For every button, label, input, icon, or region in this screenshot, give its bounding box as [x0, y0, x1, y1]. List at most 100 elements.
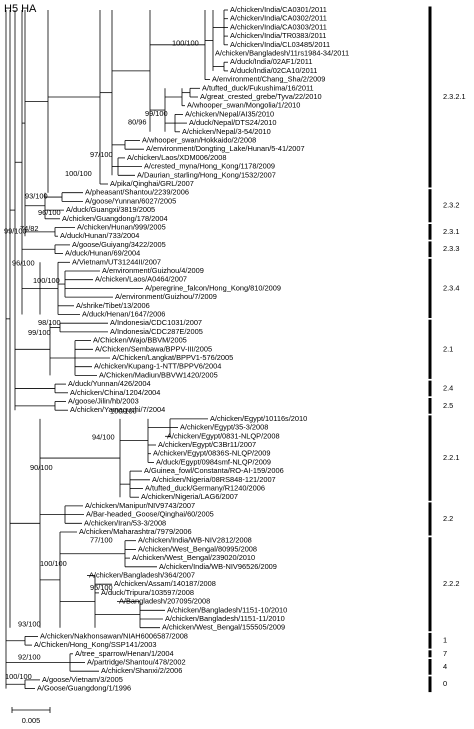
leaf-label: A/chicken/Bangladesh/1151-11/2010 [165, 614, 285, 623]
leaf-label: A/chicken/West_Bengal/80995/2008 [138, 544, 257, 553]
leaf-label: A/Indonesia/CDC287E/2005 [110, 327, 203, 336]
leaf-label: A/Daurian_starling/Hong_Kong/1532/2007 [137, 170, 276, 179]
leaf-label: A/chicken/Egypt/0836S-NLQP/2009 [153, 449, 271, 458]
bootstrap-label: 98/100 [38, 318, 61, 327]
bootstrap-label: 99/100 [145, 109, 168, 118]
leaf-label: A/chicken/India/CA0302/2011 [230, 14, 327, 23]
leaf-label: A/duck/Guangxi/3819/2005 [66, 205, 155, 214]
leaf-label: A/environment/Chang_Sha/2/2009 [212, 75, 325, 84]
clade-label: 2.3.2.1 [443, 92, 466, 101]
leaf-label: A/Chicken/Wajo/BBVM/2005 [93, 336, 187, 345]
clade-label: 2.3.2 [443, 201, 459, 210]
bootstrap-label: 93/100 [25, 192, 48, 201]
leaf-label: A/chicken/Egypt/C3Br11/2007 [158, 440, 256, 449]
leaf-label: A/chicken/Nigeria/LAG6/2007 [141, 492, 238, 501]
leaf-label: A/goose/Vietnam/3/2005 [42, 675, 123, 684]
leaf-label: A/chicken/Bangladesh/364/2007 [89, 570, 195, 579]
leaf-label: A/chicken/India/TR0383/2011 [230, 31, 326, 40]
leaf-label: A/Bangladesh/207095/2008 [119, 597, 210, 606]
clade-label: 2.5 [443, 401, 453, 410]
bootstrap-label: 97/100 [90, 150, 113, 159]
bootstrap-label: 92/100 [18, 653, 41, 662]
leaf-label: A/Chicken/Hong_Kong/SSP141/2003 [34, 640, 156, 649]
leaf-label: A/chicken/Assam/140187/2008 [114, 579, 216, 588]
leaf-label: A/chicken/Maharashtra/7979/2006 [79, 527, 192, 536]
clade-label: 2.2.2 [443, 579, 459, 588]
clade-label: 2.4 [443, 383, 453, 392]
clade-label: 4 [443, 662, 447, 671]
bootstrap-label: 93/100 [18, 620, 41, 629]
leaf-label: A/chicken/Egypt/10116s/2010 [210, 414, 307, 423]
leaf-label: A/chicken/Nigeria/08RS848-121/2007 [152, 475, 276, 484]
leaf-label: A/chicken/Shanxi/2/2006 [101, 666, 182, 675]
leaf-label: A/duck/India/02CA10/2011 [230, 66, 317, 75]
leaf-label: A/chicken/Guangdong/178/2004 [62, 214, 168, 223]
leaf-label: A/environment/Guizhou/7/2009 [115, 292, 217, 301]
bootstrap-label: 74/82 [20, 224, 39, 233]
clade-label: 2.3.1 [443, 227, 459, 236]
bootstrap-label: 100/100 [5, 672, 32, 681]
clade-label: 1 [443, 636, 447, 645]
clade-label: 2.1 [443, 344, 453, 353]
leaf-label: A/environment/Dongting_Lake/Hunan/5-41/2… [146, 144, 305, 153]
leaf-label: A/chicken/Laos/A0464/2007 [95, 275, 187, 284]
leaf-label: A/chicken/Yamaguchi/7/2004 [70, 405, 165, 414]
leaf-label: A/goose/Jilin/hb/2003 [68, 396, 139, 405]
leaf-label: A/Chicken/Sembawa/BPPV-III/2005 [95, 344, 212, 353]
branches [5, 9, 228, 689]
leaf-label: A/chicken/India/WB-NIV96526/2009 [159, 562, 277, 571]
leaf-label: A/Chicken/Madiun/BBVW1420/2005 [99, 370, 218, 379]
clade-label: 2.2 [443, 514, 453, 523]
leaf-label: A/tree_sparrow/Henan/1/2004 [75, 649, 174, 658]
bootstrap-label: 96/100 [12, 259, 35, 268]
bootstrap-label: 100/100 [172, 38, 199, 47]
leaf-label: A/whooper_swan/Hokkaido/2/2008 [142, 135, 256, 144]
bootstrap-label: 99/100 [28, 328, 51, 337]
leaf-label: A/chicken/West_Bengal/155505/2009 [162, 623, 285, 632]
leaf-label: A/duck/Henan/1647/2006 [82, 309, 165, 318]
clade-label: 7 [443, 649, 447, 658]
leaf-label: A/shrike/Tibet/13/2006 [76, 301, 150, 310]
clade-label: 2.3.4 [443, 283, 459, 292]
leaf-label: A/peregrine_falcon/Hong_Kong/810/2009 [145, 283, 281, 292]
leaf-label: A/chicken/Nepal/3-54/2010 [182, 127, 271, 136]
leaf-label: A/duck/Hunan/69/2004 [65, 249, 140, 258]
bootstrap-label: 100/100 [40, 559, 67, 568]
leaf-label: A/chicken/India/CA0301/2011 [230, 5, 327, 14]
leaf-label: A/chicken/India/CL03485/2011 [230, 40, 330, 49]
leaf-label: A/goose/Guiyang/3422/2005 [72, 240, 166, 249]
leaf-label: A/tufted_duck/Fukushima/16/2011 [202, 83, 314, 92]
leaf-label: A/duck/Nepal/DTS24/2010 [189, 118, 277, 127]
leaf-label: A/duck/Hunan/733/2004 [60, 231, 139, 240]
leaf-label: A/chicken/Iran/53-3/2008 [84, 518, 166, 527]
leaf-label: A/chicken/India/CA0303/2011 [230, 22, 327, 31]
leaf-label: A/great_crested_grebe/Tyva/22/2010 [200, 92, 322, 101]
clade-label: 2.2.1 [443, 453, 459, 462]
leaf-label: A/environment/Guizhou/4/2009 [102, 266, 204, 275]
leaf-label: A/Guinea_fowl/Constanta/RO-AI-159/2006 [144, 466, 284, 475]
bootstrap-label: 80/96 [128, 118, 147, 127]
leaf-label: A/partridge/Shantou/478/2002 [87, 657, 186, 666]
leaf-label: A/chicken/Manipur/NIV9743/2007 [85, 501, 195, 510]
bootstrap-label: 96/100 [38, 208, 61, 217]
leaf-label: A/goose/Yunnan/6027/2005 [85, 196, 176, 205]
bootstrap-label: 100/100 [110, 407, 137, 416]
bootstrap-label: 100/100 [65, 169, 92, 178]
bootstrap-label: 90/100 [30, 463, 53, 472]
bootstrap-label: 94/100 [92, 433, 115, 442]
leaf-label: A/Indonesia/CDC1031/2007 [110, 318, 202, 327]
bootstrap-label: 99/100 [4, 226, 27, 235]
scale-label: 0.005 [22, 716, 41, 725]
clade-label: 2.3.3 [443, 244, 459, 253]
leaf-label: A/Bar-headed_Goose/Qinghai/60/2005 [86, 510, 214, 519]
leaf-label: A/chicken/Bangladesh/1151-10/2010 [167, 605, 287, 614]
leaf-label: A/Chicken/Langkat/BPPV1-576/2005 [112, 353, 233, 362]
leaf-label: A/chicken/Bangladesh/11rs1984-34/2011 [215, 48, 349, 57]
leaf-label: A/chicken/India/WB-NIV2812/2008 [138, 536, 252, 545]
leaf-label: A/duck/Yunnan/426/2004 [68, 379, 151, 388]
leaf-label: A/duck/India/02AF1/2011 [230, 57, 312, 66]
bootstrap-label: 77/100 [90, 535, 113, 544]
leaf-label: A/whooper_swan/Mongolia/1/2010 [187, 101, 300, 110]
leaf-label: A/chicken/Egypt/0831-NLQP/2008 [167, 431, 280, 440]
